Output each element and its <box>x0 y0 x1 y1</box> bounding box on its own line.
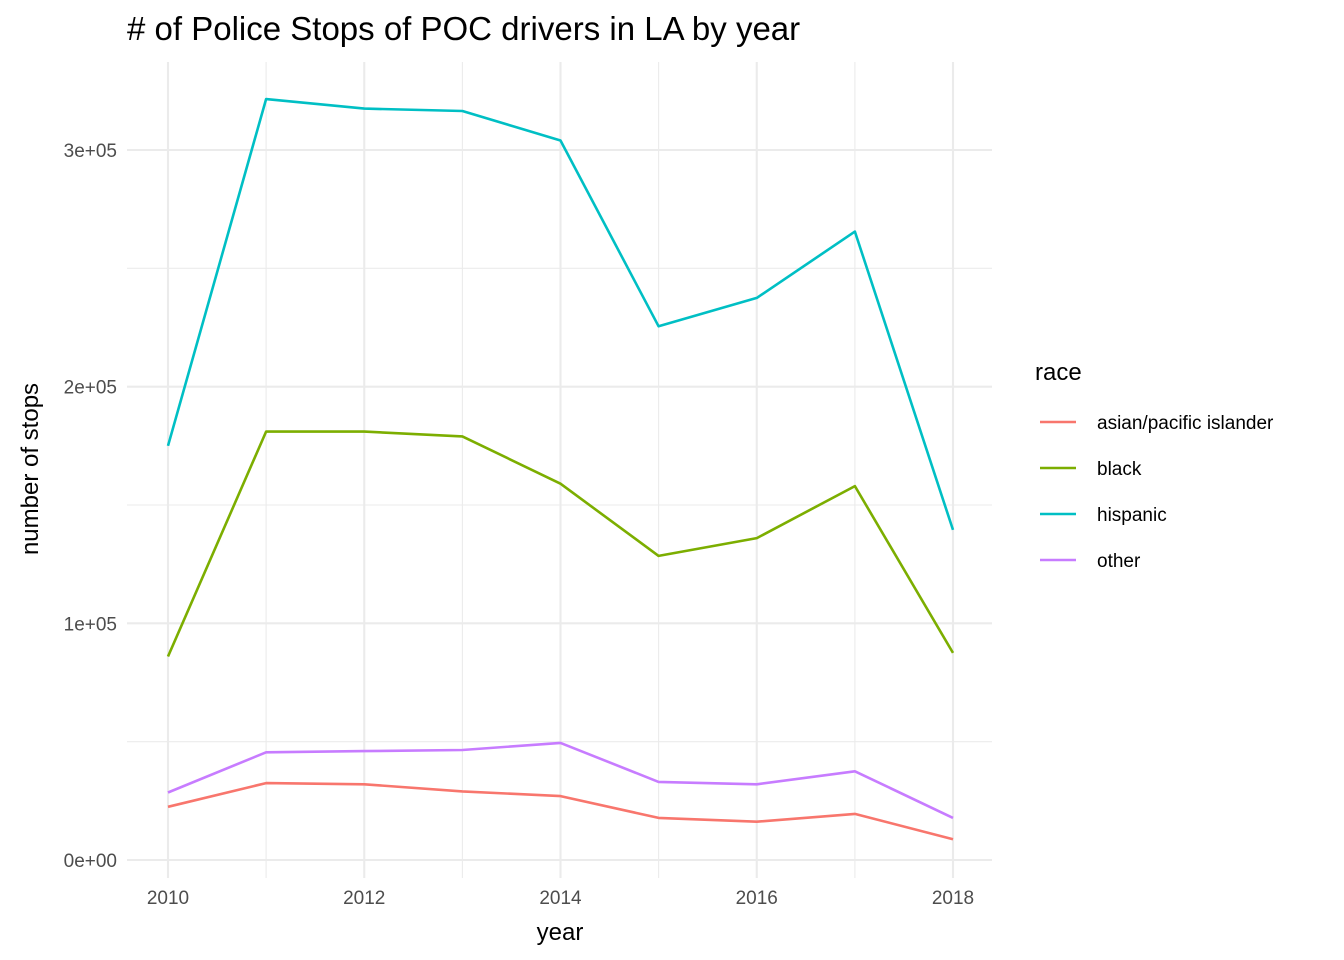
x-tick-label: 2018 <box>932 888 974 909</box>
series-line-black <box>166 430 955 658</box>
series-lines <box>166 97 955 841</box>
y-tick-label: 2e+05 <box>64 378 117 399</box>
x-tick-label: 2010 <box>147 888 189 909</box>
legend-label-asian-pacific-islander: asian/pacific islander <box>1097 413 1274 434</box>
y-axis-tick-labels: 0e+00 1e+05 2e+05 3e+05 <box>64 141 117 872</box>
y-tick-label: 0e+00 <box>64 851 117 872</box>
x-tick-label: 2014 <box>539 888 582 909</box>
series-line-asian-pacific-islander <box>167 781 954 841</box>
x-axis-title: year <box>537 919 584 946</box>
series-line-hispanic <box>166 97 955 531</box>
x-axis-tick-labels: 2010 2012 2014 2016 2018 <box>147 888 974 909</box>
legend-label-other: other <box>1097 551 1141 572</box>
series-line-other <box>167 741 954 820</box>
legend-label-hispanic: hispanic <box>1097 505 1167 526</box>
y-axis-title: number of stops <box>17 383 44 555</box>
legend-title: race <box>1035 359 1082 386</box>
legend-label-black: black <box>1097 459 1142 480</box>
x-tick-label: 2012 <box>343 888 385 909</box>
legend: race asian/pacific islander black hispanic… <box>1035 359 1274 572</box>
chart-title: # of Police Stops of POC drivers in LA b… <box>127 10 800 47</box>
y-tick-label: 1e+05 <box>64 614 117 635</box>
y-tick-label: 3e+05 <box>64 141 117 162</box>
x-tick-label: 2016 <box>736 888 778 909</box>
